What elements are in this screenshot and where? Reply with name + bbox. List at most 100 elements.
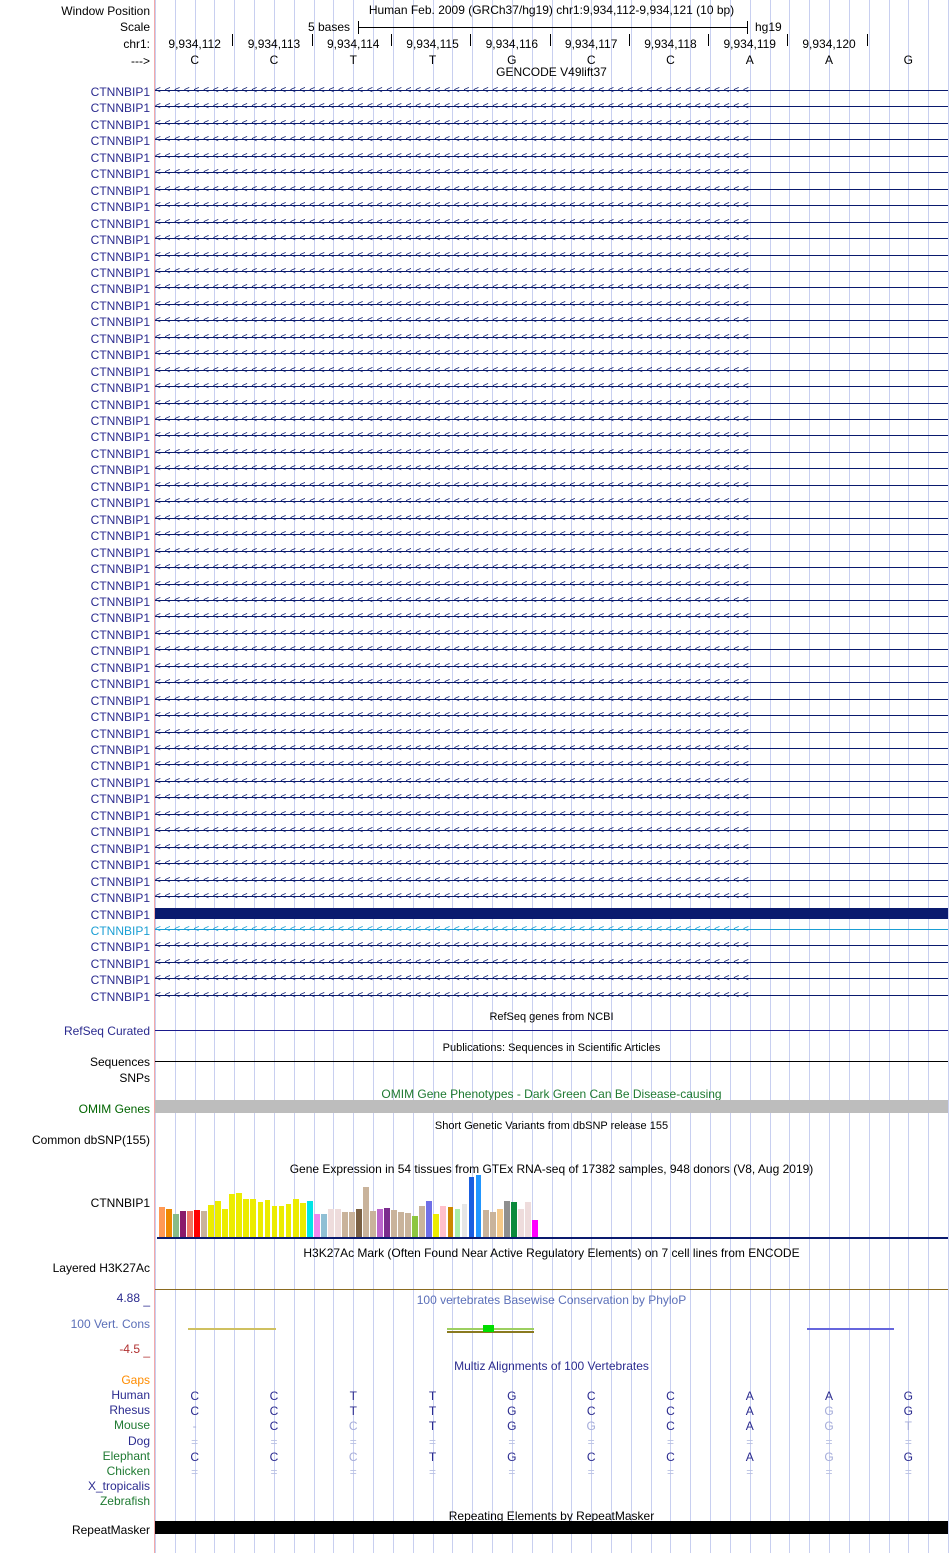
gene-feature-row[interactable]: <<<<<<<<<<<<<<<<<<<<<<<<<<<<<<<<<<<<<<<<…	[155, 315, 948, 326]
gene-feature-row[interactable]: <<<<<<<<<<<<<<<<<<<<<<<<<<<<<<<<<<<<<<<<…	[155, 398, 948, 409]
gene-feature-row[interactable]: <<<<<<<<<<<<<<<<<<<<<<<<<<<<<<<<<<<<<<<<…	[155, 694, 948, 705]
gene-label[interactable]: CTNNBIP1	[90, 891, 150, 906]
gtex-tissue-bar[interactable]	[363, 1187, 369, 1237]
gtex-tissue-bar[interactable]	[433, 1213, 440, 1237]
gtex-tissue-bar[interactable]	[257, 1202, 264, 1237]
gtex-tissue-bar[interactable]	[215, 1201, 222, 1237]
gene-feature-row[interactable]: <<<<<<<<<<<<<<<<<<<<<<<<<<<<<<<<<<<<<<<<…	[155, 858, 948, 869]
gene-label[interactable]: CTNNBIP1	[90, 775, 150, 790]
species-label[interactable]: Elephant	[102, 1448, 150, 1463]
gtex-tissue-bar[interactable]	[370, 1210, 376, 1237]
gene-feature-row[interactable]: <<<<<<<<<<<<<<<<<<<<<<<<<<<<<<<<<<<<<<<<…	[155, 496, 948, 507]
gene-feature-row[interactable]: <<<<<<<<<<<<<<<<<<<<<<<<<<<<<<<<<<<<<<<<…	[155, 957, 948, 968]
gene-label[interactable]: CTNNBIP1	[90, 315, 150, 330]
gtex-tissue-bar[interactable]	[531, 1220, 538, 1237]
gene-feature-row[interactable]: <<<<<<<<<<<<<<<<<<<<<<<<<<<<<<<<<<<<<<<<…	[155, 743, 948, 754]
omim-feature-band[interactable]	[155, 1100, 948, 1113]
gtex-tissue-bar[interactable]	[517, 1208, 524, 1237]
gtex-tissue-bar[interactable]	[327, 1208, 334, 1237]
gtex-tissue-bar[interactable]	[447, 1206, 454, 1237]
gene-label[interactable]: CTNNBIP1	[90, 759, 150, 774]
gene-feature-row[interactable]: <<<<<<<<<<<<<<<<<<<<<<<<<<<<<<<<<<<<<<<<…	[155, 217, 948, 228]
gtex-tissue-bar[interactable]	[159, 1206, 165, 1237]
gene-label[interactable]: CTNNBIP1	[90, 825, 150, 840]
gtex-tissue-bar[interactable]	[180, 1210, 186, 1237]
gene-label[interactable]: CTNNBIP1	[90, 85, 150, 99]
gtex-tissue-bar[interactable]	[320, 1213, 327, 1237]
gene-label[interactable]: CTNNBIP1	[90, 841, 150, 856]
gene-label[interactable]: CTNNBIP1	[90, 644, 150, 659]
gene-feature-row[interactable]: <<<<<<<<<<<<<<<<<<<<<<<<<<<<<<<<<<<<<<<<…	[155, 611, 948, 622]
gene-label[interactable]: CTNNBIP1	[90, 660, 150, 675]
gtex-tissue-bar[interactable]	[264, 1200, 271, 1237]
gene-label[interactable]: CTNNBIP1	[90, 233, 150, 248]
gene-label[interactable]: CTNNBIP1	[90, 973, 150, 988]
gene-feature-row[interactable]: <<<<<<<<<<<<<<<<<<<<<<<<<<<<<<<<<<<<<<<<…	[155, 134, 948, 145]
gene-feature-row[interactable]: <<<<<<<<<<<<<<<<<<<<<<<<<<<<<<<<<<<<<<<<…	[155, 447, 948, 458]
gene-label[interactable]: CTNNBIP1	[90, 923, 150, 938]
gene-feature-row[interactable]: <<<<<<<<<<<<<<<<<<<<<<<<<<<<<<<<<<<<<<<<…	[155, 546, 948, 557]
species-label[interactable]: Mouse	[113, 1418, 150, 1433]
gene-feature-row[interactable]: <<<<<<<<<<<<<<<<<<<<<<<<<<<<<<<<<<<<<<<<…	[155, 414, 948, 425]
gtex-tissue-bar[interactable]	[419, 1206, 426, 1237]
gene-feature-row[interactable]: <<<<<<<<<<<<<<<<<<<<<<<<<<<<<<<<<<<<<<<<…	[155, 809, 948, 820]
gene-feature-row[interactable]: <<<<<<<<<<<<<<<<<<<<<<<<<<<<<<<<<<<<<<<<…	[155, 710, 948, 721]
gtex-tissue-bar[interactable]	[391, 1209, 398, 1237]
gene-feature-row[interactable]: <<<<<<<<<<<<<<<<<<<<<<<<<<<<<<<<<<<<<<<<…	[155, 233, 948, 244]
gene-label[interactable]: CTNNBIP1	[90, 627, 150, 642]
gene-label[interactable]: CTNNBIP1	[90, 298, 150, 313]
gtex-tissue-bar[interactable]	[236, 1192, 243, 1237]
gtex-tissue-bar[interactable]	[250, 1199, 257, 1237]
gene-label[interactable]: CTNNBIP1	[90, 989, 150, 1004]
gene-label[interactable]: CTNNBIP1	[90, 282, 150, 297]
gene-label[interactable]: CTNNBIP1	[90, 677, 150, 692]
gtex-tissue-bar[interactable]	[510, 1202, 517, 1237]
gene-label[interactable]: CTNNBIP1	[90, 446, 150, 461]
gene-label[interactable]: CTNNBIP1	[90, 381, 150, 396]
gtex-tissue-bar[interactable]	[187, 1210, 193, 1237]
gene-label[interactable]: CTNNBIP1	[90, 397, 150, 412]
gtex-tissue-bar[interactable]	[166, 1208, 172, 1237]
gene-label[interactable]: CTNNBIP1	[90, 117, 150, 132]
gene-feature-row[interactable]: <<<<<<<<<<<<<<<<<<<<<<<<<<<<<<<<<<<<<<<<…	[155, 842, 948, 853]
gene-feature-row[interactable]: <<<<<<<<<<<<<<<<<<<<<<<<<<<<<<<<<<<<<<<<…	[155, 727, 948, 738]
species-label[interactable]: Human	[111, 1388, 150, 1402]
gene-feature-row[interactable]	[155, 907, 948, 919]
gtex-tissue-bar[interactable]	[398, 1211, 405, 1237]
gene-label[interactable]: CTNNBIP1	[90, 200, 150, 215]
gene-feature-row[interactable]: <<<<<<<<<<<<<<<<<<<<<<<<<<<<<<<<<<<<<<<<…	[155, 973, 948, 984]
gene-label[interactable]: CTNNBIP1	[90, 249, 150, 264]
gtex-tissue-bar[interactable]	[313, 1214, 320, 1237]
gene-feature-row[interactable]: <<<<<<<<<<<<<<<<<<<<<<<<<<<<<<<<<<<<<<<<…	[155, 579, 948, 590]
gene-feature-row[interactable]: <<<<<<<<<<<<<<<<<<<<<<<<<<<<<<<<<<<<<<<<…	[155, 875, 948, 886]
gtex-tissue-bar[interactable]	[475, 1175, 482, 1237]
gene-label[interactable]: CTNNBIP1	[90, 611, 150, 626]
gene-label[interactable]: CTNNBIP1	[90, 693, 150, 708]
gene-label[interactable]: CTNNBIP1	[90, 183, 150, 198]
gene-feature-row[interactable]: <<<<<<<<<<<<<<<<<<<<<<<<<<<<<<<<<<<<<<<<…	[155, 266, 948, 277]
gene-label[interactable]: CTNNBIP1	[90, 874, 150, 889]
gene-label[interactable]: CTNNBIP1	[90, 578, 150, 593]
gtex-tissue-bar[interactable]	[377, 1208, 383, 1237]
gtex-tissue-bar[interactable]	[299, 1203, 306, 1237]
gene-feature-row[interactable]: <<<<<<<<<<<<<<<<<<<<<<<<<<<<<<<<<<<<<<<<…	[155, 381, 948, 392]
gene-label[interactable]: CTNNBIP1	[90, 479, 150, 494]
gtex-tissue-bar[interactable]	[173, 1213, 179, 1237]
gene-feature-row[interactable]: <<<<<<<<<<<<<<<<<<<<<<<<<<<<<<<<<<<<<<<<…	[155, 101, 948, 112]
species-label[interactable]: Dog	[127, 1433, 150, 1448]
gtex-tissue-bar[interactable]	[384, 1207, 390, 1237]
gtex-tissue-bar[interactable]	[201, 1210, 208, 1237]
gene-feature-row[interactable]: <<<<<<<<<<<<<<<<<<<<<<<<<<<<<<<<<<<<<<<<…	[155, 348, 948, 359]
gene-feature-row[interactable]: <<<<<<<<<<<<<<<<<<<<<<<<<<<<<<<<<<<<<<<<…	[155, 167, 948, 178]
gene-feature-row[interactable]: <<<<<<<<<<<<<<<<<<<<<<<<<<<<<<<<<<<<<<<<…	[155, 332, 948, 343]
gene-label[interactable]: CTNNBIP1	[90, 348, 150, 363]
species-label[interactable]: Rhesus	[109, 1403, 150, 1418]
gtex-tissue-bar[interactable]	[489, 1211, 496, 1237]
gene-label[interactable]: CTNNBIP1	[90, 265, 150, 280]
gene-label[interactable]: CTNNBIP1	[90, 134, 150, 149]
gene-label[interactable]: CTNNBIP1	[90, 562, 150, 577]
gtex-tissue-bar[interactable]	[278, 1206, 285, 1237]
gene-feature-row[interactable]: <<<<<<<<<<<<<<<<<<<<<<<<<<<<<<<<<<<<<<<<…	[155, 529, 948, 540]
gene-label[interactable]: CTNNBIP1	[90, 364, 150, 379]
gene-feature-row[interactable]: <<<<<<<<<<<<<<<<<<<<<<<<<<<<<<<<<<<<<<<<…	[155, 513, 948, 524]
